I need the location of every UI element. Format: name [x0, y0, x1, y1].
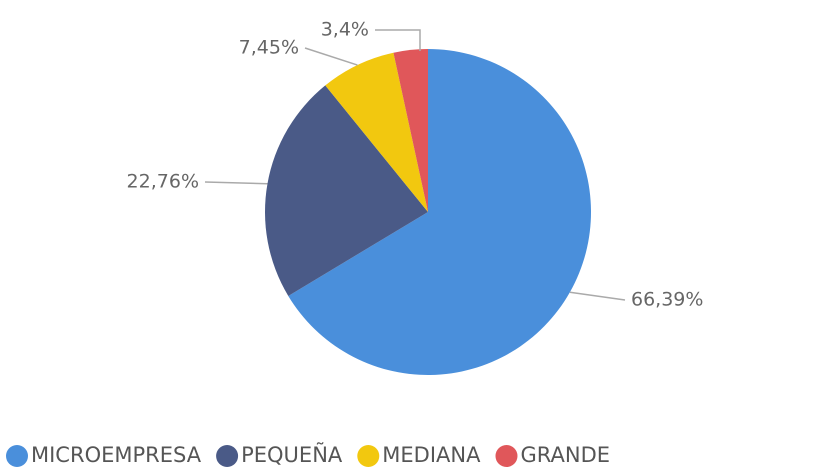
data-label: 66,39%	[631, 289, 703, 311]
legend-label: PEQUEÑA	[241, 441, 343, 467]
leader-line	[569, 291, 626, 301]
pie-slice	[393, 49, 428, 212]
legend-marker	[216, 445, 239, 467]
legend-label: MICROEMPRESA	[31, 443, 202, 467]
legend-label: MEDIANA	[382, 443, 481, 467]
data-label: 7,45%	[239, 37, 299, 59]
leader-line	[204, 181, 268, 185]
legend-marker	[357, 445, 380, 467]
legend-marker	[6, 445, 28, 467]
leader-line	[304, 47, 358, 66]
pie-slice	[288, 49, 592, 375]
pie-slice	[264, 85, 428, 296]
pie-slice	[325, 52, 428, 213]
leader-line	[375, 29, 421, 51]
data-label: 3,4%	[321, 19, 369, 41]
data-label: 22,76%	[127, 171, 199, 193]
legend-marker	[495, 445, 518, 467]
legend-label: GRANDE	[520, 443, 610, 467]
